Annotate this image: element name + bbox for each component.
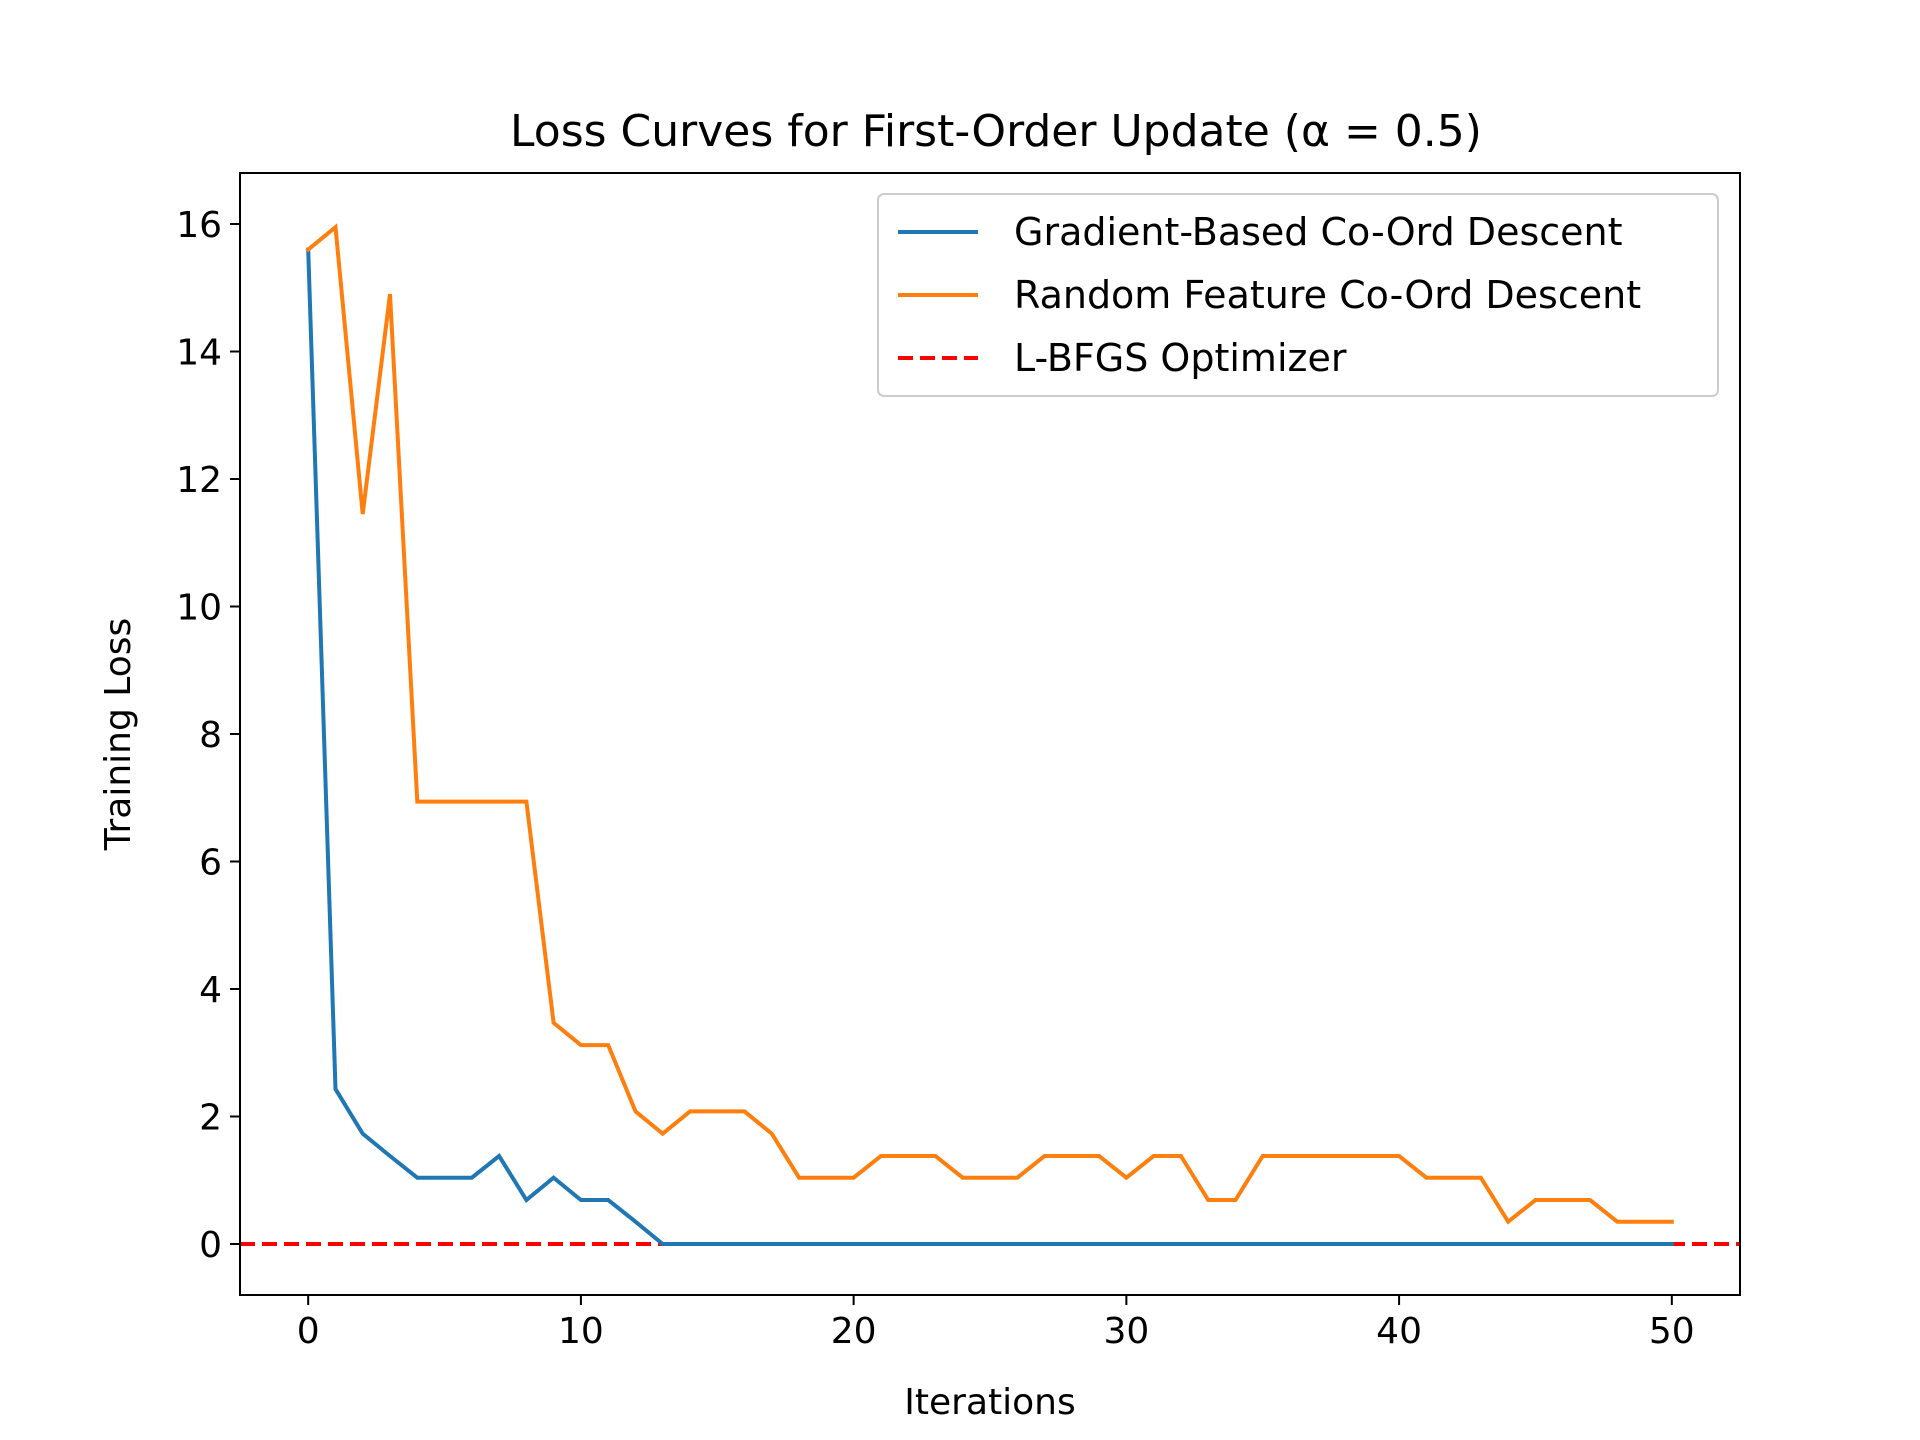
y-axis-label: Training Loss (98, 618, 139, 851)
x-axis-ticks: 0 10 20 30 40 50 (297, 1295, 1695, 1352)
y-tick-label: 2 (199, 1098, 222, 1139)
y-tick-label: 6 (199, 843, 222, 884)
legend-entries: Gradient-Based Co-Ord Descent Random Feat… (898, 210, 1641, 380)
x-tick-label: 0 (297, 1311, 320, 1352)
y-tick-label: 0 (199, 1225, 222, 1266)
legend-box (877, 193, 1719, 397)
series-lines (305, 223, 1674, 1246)
legend-label: Random Feature Co-Ord Descent (1014, 273, 1641, 317)
y-tick-label: 4 (199, 970, 222, 1011)
x-tick-label: 20 (831, 1311, 877, 1352)
y-tick-label: 10 (176, 588, 222, 629)
legend: Gradient-Based Co-Ord Descent Random Feat… (877, 193, 1719, 397)
x-tick-label: 40 (1376, 1311, 1422, 1352)
y-tick-label: 16 (176, 205, 222, 246)
series-line-random-feature-co-ord-descent (305, 223, 1674, 1225)
y-tick-label: 14 (176, 333, 222, 374)
y-axis-ticks: 0 2 4 6 8 10 12 14 16 (176, 205, 240, 1266)
y-tick-label: 12 (176, 460, 222, 501)
legend-label: L-BFGS Optimizer (1014, 336, 1347, 380)
y-tick-label: 8 (199, 715, 222, 756)
x-tick-label: 30 (1103, 1311, 1149, 1352)
x-tick-label: 50 (1649, 1311, 1695, 1352)
chart-title: Loss Curves for First-Order Update (α = … (510, 106, 1482, 157)
x-axis-label: Iterations (904, 1382, 1075, 1423)
series-line-gradient-based-co-ord-descent (306, 247, 1674, 1246)
legend-label: Gradient-Based Co-Ord Descent (1014, 210, 1623, 254)
x-tick-label: 10 (558, 1311, 604, 1352)
